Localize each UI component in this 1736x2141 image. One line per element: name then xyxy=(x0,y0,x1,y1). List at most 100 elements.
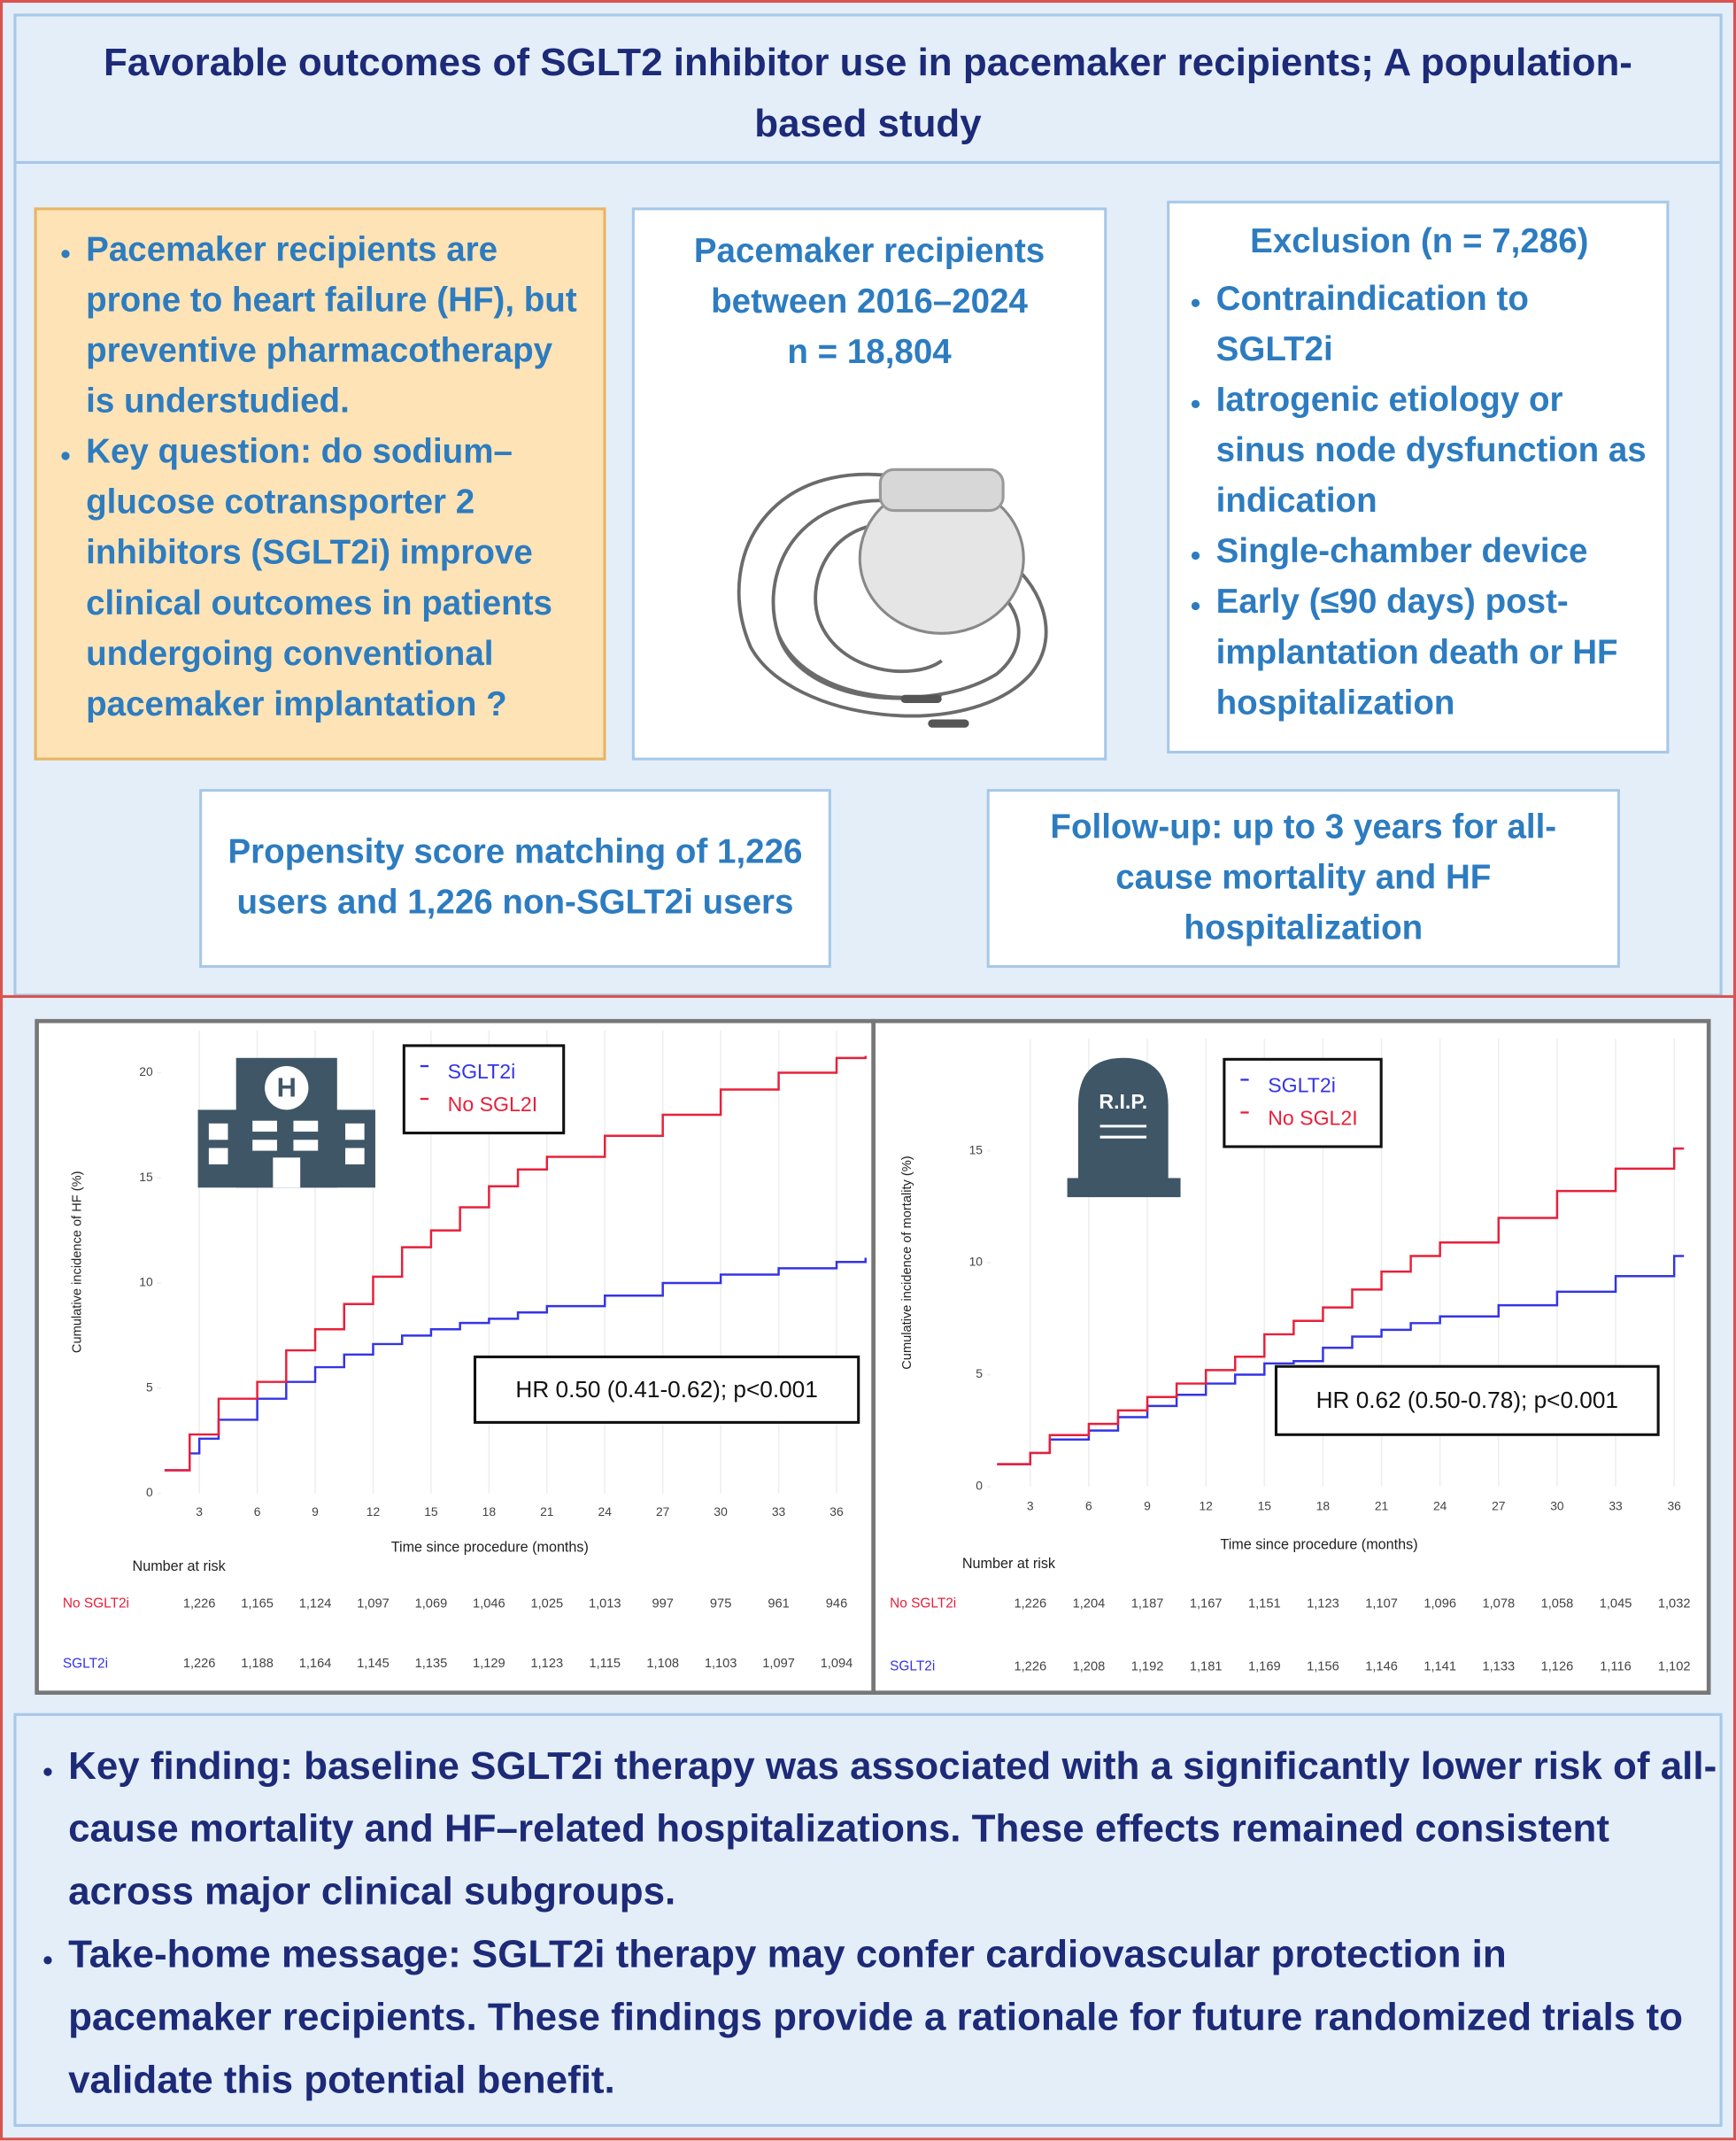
icon-shape xyxy=(345,1123,365,1140)
icon-shape xyxy=(265,1066,309,1110)
risk-value: 1,025 xyxy=(530,1596,563,1611)
risk-value: 1,187 xyxy=(1131,1596,1164,1611)
bullet: Key finding: baseline SGLT2i therapy was… xyxy=(68,1735,1719,1923)
series-line xyxy=(164,1257,867,1472)
x-tick-label: 30 xyxy=(714,1504,728,1519)
risk-value: 1,188 xyxy=(241,1657,274,1671)
bullet: Pacemaker recipients are prone to heart … xyxy=(86,225,587,427)
risk-value: 1,164 xyxy=(299,1657,332,1671)
x-tick-label: 6 xyxy=(1085,1499,1092,1513)
x-axis-label: Time since procedure (months) xyxy=(391,1540,589,1556)
risk-value: 1,141 xyxy=(1424,1659,1456,1673)
risk-value: 1,013 xyxy=(589,1596,621,1611)
risk-value: 1,226 xyxy=(183,1596,216,1611)
x-tick-label: 3 xyxy=(196,1504,203,1519)
icon-shape xyxy=(252,1120,277,1132)
icon-shape xyxy=(345,1148,365,1165)
x-tick-label: 24 xyxy=(1433,1499,1447,1513)
risk-value: 946 xyxy=(826,1596,847,1611)
risk-value: 1,046 xyxy=(473,1596,505,1611)
background-box: Pacemaker recipients are prone to heart … xyxy=(34,207,606,761)
y-tick-label: 10 xyxy=(139,1275,153,1289)
icon-shape xyxy=(1067,1178,1181,1198)
risk-value: 997 xyxy=(652,1596,673,1611)
divider xyxy=(0,994,1736,998)
pacemaker-illustration xyxy=(737,468,1048,728)
legend-box xyxy=(1223,1057,1383,1148)
risk-value: 1,156 xyxy=(1307,1659,1339,1673)
risk-row-label: SGLT2i xyxy=(890,1658,935,1673)
risk-value: 1,135 xyxy=(415,1657,448,1671)
y-axis-label: Cumulative incidence of mortality (%) xyxy=(900,1156,914,1369)
risk-value: 1,165 xyxy=(241,1596,274,1611)
x-tick-label: 9 xyxy=(312,1504,319,1519)
risk-value: 1,123 xyxy=(530,1657,563,1671)
x-tick-label: 30 xyxy=(1550,1499,1564,1513)
risk-value: 1,097 xyxy=(357,1596,390,1611)
y-tick-label: 5 xyxy=(976,1366,983,1380)
exclusion-title: Exclusion (n = 7,286) xyxy=(1250,222,1589,261)
y-tick-label: 15 xyxy=(139,1170,153,1184)
matching-text: Propensity score matching of 1,226 users… xyxy=(228,832,803,922)
x-tick-label: 12 xyxy=(366,1504,381,1519)
risk-value: 1,116 xyxy=(1600,1659,1632,1673)
risk-value: 1,226 xyxy=(183,1657,216,1671)
icon-shape xyxy=(208,1148,228,1165)
follow-up-box: Follow-up: up to 3 years for all-cause m… xyxy=(986,789,1620,969)
x-tick-label: 21 xyxy=(1375,1499,1389,1513)
x-tick-label: 15 xyxy=(424,1504,438,1519)
y-tick-label: 15 xyxy=(969,1142,984,1156)
risk-value: 1,208 xyxy=(1073,1659,1106,1673)
risk-row-label: No SGLT2i xyxy=(890,1596,956,1612)
risk-value: 1,126 xyxy=(1541,1659,1574,1673)
risk-value: 1,115 xyxy=(589,1657,621,1671)
risk-value: 1,045 xyxy=(1600,1596,1632,1611)
x-tick-label: 24 xyxy=(598,1504,613,1519)
x-tick-label: 36 xyxy=(1667,1499,1681,1513)
risk-value: 1,123 xyxy=(1307,1596,1339,1611)
risk-value: 1,145 xyxy=(357,1657,390,1671)
bullet: Take-home message: SGLT2i therapy may co… xyxy=(68,1923,1719,2112)
risk-value: 1,102 xyxy=(1658,1659,1691,1673)
risk-value: 1,192 xyxy=(1131,1659,1164,1673)
risk-title: Number at risk xyxy=(133,1558,227,1574)
x-tick-label: 27 xyxy=(1492,1499,1506,1513)
risk-value: 1,133 xyxy=(1482,1659,1515,1673)
cohort-box: Pacemaker recipients between 2016–2024 n… xyxy=(631,207,1107,761)
y-axis-label: Cumulative incidence of HF (%) xyxy=(71,1171,85,1353)
legend-label: SGLT2i xyxy=(448,1060,516,1083)
icon-shape xyxy=(208,1123,228,1140)
x-tick-label: 6 xyxy=(254,1504,261,1519)
annotation-box xyxy=(473,1355,860,1424)
risk-value: 1,069 xyxy=(415,1596,448,1611)
risk-value: 1,226 xyxy=(1014,1596,1046,1611)
bullet: Contraindication to SGLT2i xyxy=(1216,274,1653,375)
x-tick-label: 12 xyxy=(1199,1499,1213,1513)
bullet: Single-chamber device xyxy=(1216,527,1653,577)
matching-box: Propensity score matching of 1,226 users… xyxy=(199,789,831,969)
risk-value: 1,107 xyxy=(1365,1596,1398,1611)
series-line xyxy=(164,1055,867,1472)
y-tick-label: 5 xyxy=(146,1380,153,1394)
risk-value: 1,124 xyxy=(299,1596,332,1611)
x-tick-label: 3 xyxy=(1027,1499,1034,1513)
risk-title: Number at risk xyxy=(962,1556,1056,1572)
cohort-text: Pacemaker recipients between 2016–2024 xyxy=(693,232,1045,321)
icon-shape xyxy=(273,1157,301,1188)
x-tick-label: 33 xyxy=(1609,1499,1623,1513)
y-tick-label: 0 xyxy=(976,1479,983,1493)
risk-value: 975 xyxy=(710,1596,731,1611)
risk-value: 1,103 xyxy=(705,1657,737,1671)
icon-shape xyxy=(293,1120,319,1132)
x-tick-label: 18 xyxy=(1316,1499,1331,1513)
follow-up-text: Follow-up: up to 3 years for all-cause m… xyxy=(1050,808,1557,947)
annotation: HR 0.50 (0.41-0.62); p<0.001 xyxy=(515,1376,817,1403)
risk-value: 1,204 xyxy=(1073,1596,1106,1611)
y-tick-label: 10 xyxy=(969,1255,984,1269)
x-tick-label: 33 xyxy=(772,1504,786,1519)
risk-value: 1,078 xyxy=(1482,1596,1515,1611)
legend-box xyxy=(402,1044,566,1135)
bullet: Key question: do sodium–glucose cotransp… xyxy=(86,428,587,730)
